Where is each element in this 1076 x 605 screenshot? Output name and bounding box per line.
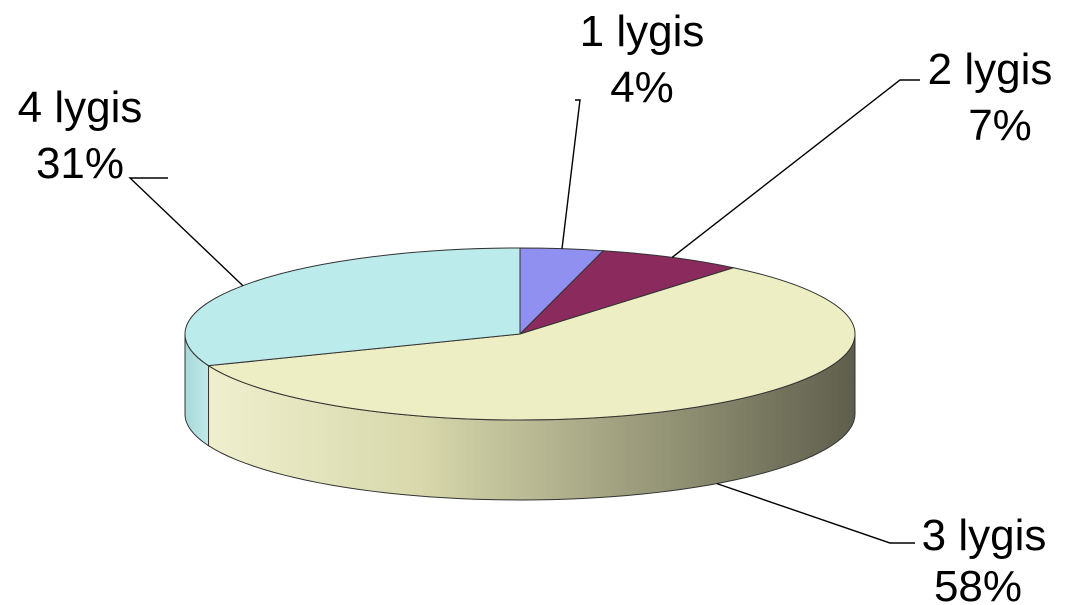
slice-label-1: 1 lygis 4% <box>580 7 705 112</box>
slice-name-4: 4 lygis <box>18 83 143 132</box>
leader-line-1 <box>561 99 581 249</box>
data-labels: 1 lygis 4% 2 lygis 7% 3 lygis 58% 4 lygi… <box>18 7 1053 605</box>
slice-value-1: 4% <box>610 63 674 112</box>
slice-name-2: 2 lygis <box>928 45 1053 94</box>
pie-slice-4 <box>184 247 521 367</box>
pie-top-faces <box>184 247 856 421</box>
pie-slice-3 <box>207 267 856 421</box>
leader-line-4 <box>128 177 244 287</box>
slice-label-2: 2 lygis 7% <box>928 45 1053 150</box>
slice-label-3: 3 lygis 58% <box>922 511 1047 605</box>
slice-label-4: 4 lygis 31% <box>18 83 143 188</box>
slice-name-1: 1 lygis <box>580 7 705 56</box>
leader-line-3 <box>716 482 915 544</box>
leader-line-2 <box>671 79 920 258</box>
slice-value-3: 58% <box>934 562 1022 605</box>
slice-value-4: 31% <box>36 139 124 188</box>
slice-name-3: 3 lygis <box>922 511 1047 560</box>
slice-value-2: 7% <box>968 101 1032 150</box>
leader-lines <box>128 79 920 544</box>
